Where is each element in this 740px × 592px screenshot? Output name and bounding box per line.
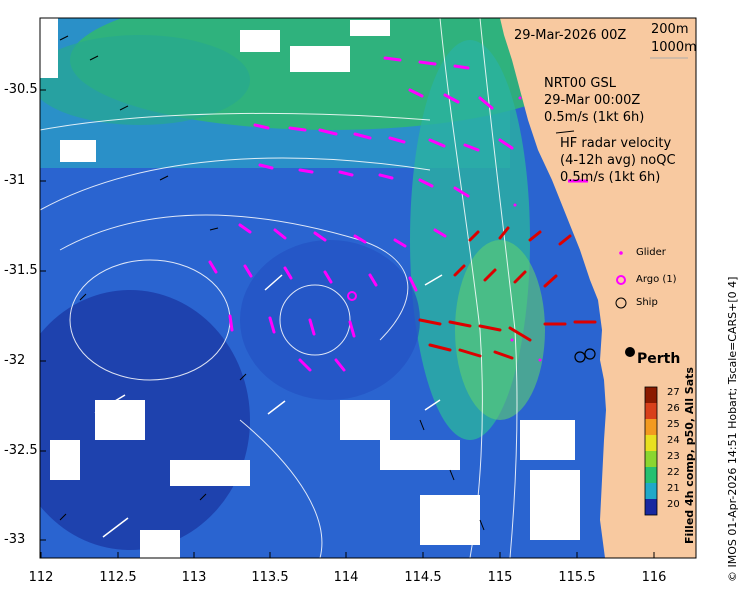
argo-legend-icon — [616, 275, 626, 285]
cbar-tick: 24 — [667, 435, 680, 446]
cloud-gaps — [40, 18, 580, 558]
hf-title: HF radar velocity — [560, 136, 672, 151]
bathy-200m-label: 200m — [651, 22, 689, 37]
hf-scale-arrow — [555, 130, 575, 134]
cbar-tick: 22 — [667, 467, 680, 478]
date-label: 29-Mar-2026 00Z — [514, 28, 627, 43]
bathy-1000m-label: 1000m — [651, 40, 697, 55]
x-tick-label: 115.5 — [558, 570, 596, 585]
x-tick-label: 112.5 — [99, 570, 137, 585]
cbar-tick: 26 — [667, 403, 680, 414]
cbar-tick: 27 — [667, 387, 680, 398]
map-frame — [39, 17, 697, 559]
legend-glider-label: Glider — [636, 247, 666, 258]
perth-marker[interactable] — [625, 347, 635, 357]
y-tick-label: -32.5 — [4, 443, 38, 458]
y-tick-label: -31 — [4, 173, 26, 188]
argo-float-marker[interactable] — [347, 291, 357, 301]
gsl-time: 29-Mar 00:00Z — [544, 93, 641, 108]
y-tick-label: -30.5 — [4, 82, 38, 97]
hf-scale: 0.5m/s (1kt 6h) — [560, 170, 661, 185]
x-tick-label: 114.5 — [404, 570, 442, 585]
ship-legend-icon — [615, 297, 627, 309]
legend-argo-label: Argo (1) — [636, 274, 677, 285]
credit-text: © IMOS 01-Apr-2026 14:51 Hobart; Tscale=… — [726, 276, 739, 582]
glider-dots — [510, 96, 542, 362]
ship-markers[interactable] — [574, 348, 596, 363]
gsl-title: NRT00 GSL — [544, 76, 616, 91]
hf-subtitle: (4-12h avg) noQC — [560, 153, 676, 168]
x-tick-label: 113.5 — [251, 570, 289, 585]
axis-ticks — [40, 89, 655, 558]
colorbar — [644, 386, 658, 516]
legend-ship-label: Ship — [636, 297, 658, 308]
cbar-tick: 21 — [667, 483, 680, 494]
hf-radar-arrows — [418, 226, 597, 360]
cbar-tick: 25 — [667, 419, 680, 430]
model-current-arrows — [59, 35, 485, 531]
x-tick-label: 116 — [641, 570, 667, 585]
y-tick-label: -33 — [4, 532, 26, 547]
x-tick-label: 112 — [28, 570, 54, 585]
drifter-arrows — [94, 274, 443, 538]
gsl-scale: 0.5m/s (1kt 6h) — [544, 110, 645, 125]
glider-legend-icon — [619, 251, 623, 255]
perth-label: Perth — [637, 351, 681, 367]
x-tick-label: 114 — [333, 570, 359, 585]
gsl-velocity-arrows — [208, 56, 514, 372]
x-tick-label: 113 — [181, 570, 207, 585]
x-tick-label: 115 — [487, 570, 513, 585]
y-tick-label: -31.5 — [4, 263, 38, 278]
y-tick-label: -32 — [4, 353, 26, 368]
cbar-tick: 23 — [667, 451, 680, 462]
cbar-tick: 20 — [667, 499, 680, 510]
colorbar-title: Filled 4h comp, p50, All Sats — [683, 367, 696, 544]
